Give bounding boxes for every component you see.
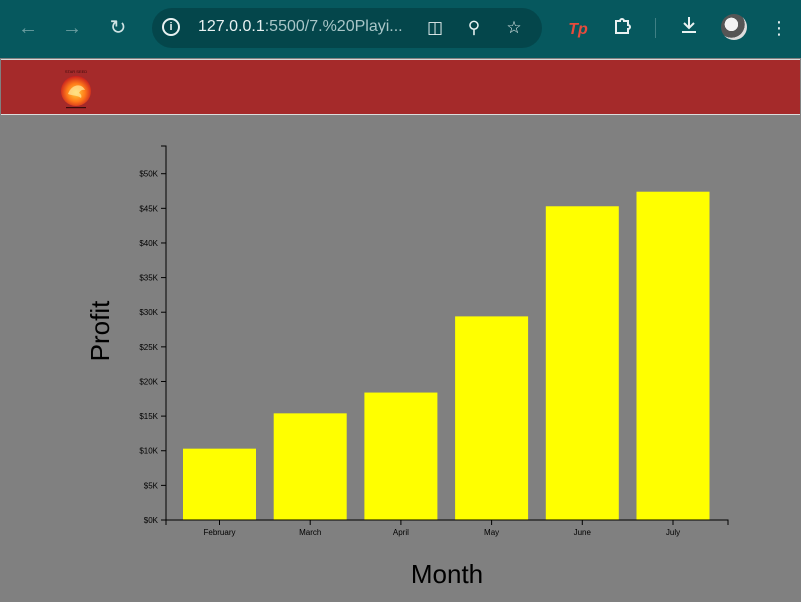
- url-host: 127.0.0.1: [198, 18, 265, 35]
- x-tick-label: February: [203, 528, 235, 537]
- browser-toolbar: ← → ↻ i 127.0.0.1:5500/7.%20Playi... ◫ ⚲…: [0, 0, 801, 58]
- bar-june: [545, 206, 619, 520]
- url-text[interactable]: 127.0.0.1:5500/7.%20Playi...: [198, 18, 403, 36]
- y-tick-label: $10K: [139, 447, 158, 456]
- y-axis-line: [161, 145, 167, 521]
- url-path: :5500/7.%20Playi...: [264, 18, 403, 35]
- x-axis-label: Month: [411, 559, 483, 589]
- logo-text: STAR SEED: [65, 69, 87, 74]
- bars-group: [183, 191, 710, 520]
- bar-july: [636, 191, 710, 520]
- y-tick-label: $20K: [139, 377, 158, 386]
- y-axis: $0K $5K $10K $15K $20K $25K $30K $35K $40K $45K $5…: [139, 145, 167, 525]
- y-tick-label: $35K: [139, 274, 158, 283]
- bar-april: [364, 392, 438, 520]
- puzzle-glyph: [615, 18, 631, 34]
- info-icon[interactable]: i: [162, 18, 180, 36]
- logo: STAR SEED: [61, 69, 91, 109]
- y-tick-label: $50K: [139, 170, 158, 179]
- x-axis-line: [165, 519, 729, 525]
- profit-bar-chart: $0K $5K $10K $15K $20K $25K $30K $35K $40K $45K $5…: [85, 145, 729, 589]
- zoom-icon[interactable]: ⚲: [467, 18, 481, 37]
- reload-icon[interactable]: ↻: [109, 17, 127, 39]
- y-tick-label: $45K: [139, 204, 158, 213]
- y-tick-label: $0K: [144, 516, 159, 525]
- download-glyph: [682, 17, 696, 33]
- tp-extension-icon[interactable]: Tp: [565, 15, 591, 41]
- y-tick-label: $30K: [139, 308, 158, 317]
- avatar[interactable]: [721, 14, 747, 40]
- x-tick-label: July: [666, 528, 680, 537]
- y-tick-label: $15K: [139, 412, 158, 421]
- bar-march: [273, 413, 347, 520]
- download-icon[interactable]: [676, 15, 702, 41]
- y-axis-label: Profit: [85, 300, 115, 361]
- kebab-menu-icon[interactable]: ⋮: [770, 18, 788, 38]
- tp-label: Tp: [568, 21, 588, 38]
- x-tick-label: April: [393, 528, 409, 537]
- y-tick-label: $25K: [139, 343, 158, 352]
- back-arrow-icon[interactable]: ←: [18, 17, 38, 39]
- y-tick-label: $40K: [139, 239, 158, 248]
- y-tick-label: $5K: [144, 481, 159, 490]
- bar-may: [455, 316, 529, 520]
- x-tick-label: June: [574, 528, 592, 537]
- x-tick-label: May: [484, 528, 499, 537]
- puzzle-icon[interactable]: [610, 15, 636, 41]
- forward-arrow-icon[interactable]: →: [62, 17, 82, 39]
- page-header: STAR SEED: [1, 59, 800, 115]
- address-bar[interactable]: i 127.0.0.1:5500/7.%20Playi... ◫ ⚲ ☆: [152, 8, 542, 48]
- bar-february: [183, 448, 256, 520]
- x-tick-label: March: [299, 528, 321, 537]
- translate-icon[interactable]: ◫: [426, 18, 444, 37]
- x-axis: February March April May June July: [165, 519, 729, 537]
- toolbar-divider: [655, 18, 656, 38]
- star-icon[interactable]: ☆: [506, 18, 522, 37]
